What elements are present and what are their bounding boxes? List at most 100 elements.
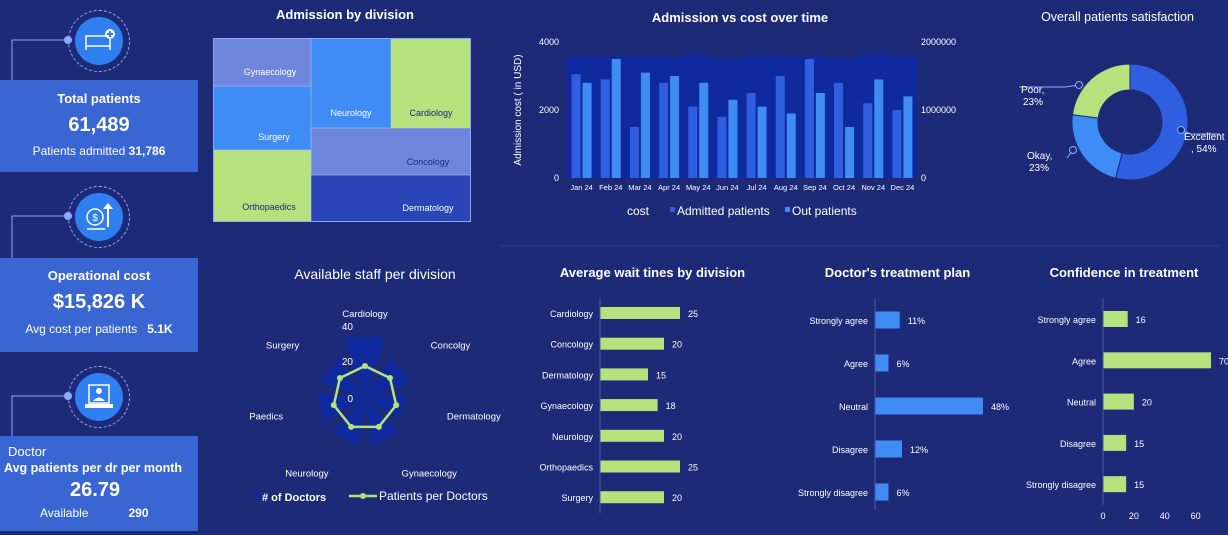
operational-cost-card: Operational cost $15,826 K Avg cost per … xyxy=(0,258,198,352)
kpi-sub-value: 5.1K xyxy=(147,322,173,336)
bar-category: Agree xyxy=(844,359,868,369)
x-tick: Oct 24 xyxy=(833,183,855,192)
radar-category: Cardiology xyxy=(342,309,388,320)
outpatient-bar xyxy=(786,113,796,178)
bar xyxy=(1103,393,1134,410)
treemap-label: Orthopaedics xyxy=(242,202,296,212)
kpi-heading: Doctor xyxy=(8,444,47,459)
x-tick: Nov 24 xyxy=(861,183,885,192)
x-tick: Jan 24 xyxy=(570,183,593,192)
bar-category: Dermatology xyxy=(542,370,594,380)
bar xyxy=(1103,434,1127,451)
outpatient-bar xyxy=(874,79,884,178)
bar-category: Strongly disagree xyxy=(798,488,868,498)
y-tick: 2000 xyxy=(539,105,559,115)
wait-times-chart: Cardiology 25 Concology 20 Dermatology 15 Gyna… xyxy=(539,297,698,513)
bar-value: 11% xyxy=(908,316,925,326)
satisfaction-donut: Poor, 23% Okay, 23% Excellent , 54% xyxy=(1019,63,1225,181)
admitted-bar xyxy=(717,116,727,178)
outpatient-bar xyxy=(815,93,825,178)
radar-category: Concolgy xyxy=(431,341,471,352)
bar xyxy=(600,307,680,319)
kpi-sub-value: 31,786 xyxy=(128,144,166,158)
y2-tick: 1000000 xyxy=(921,105,956,115)
admitted-bar xyxy=(688,106,698,178)
patients-point xyxy=(375,423,382,430)
admitted-bar xyxy=(600,79,610,178)
bar-value: 25 xyxy=(688,309,698,319)
treatment-plan-title: Doctor's treatment plan xyxy=(824,265,971,280)
x-tick: Apr 24 xyxy=(658,183,680,192)
bar-category: Neurology xyxy=(552,432,594,442)
y2-tick: 0 xyxy=(921,173,926,183)
admission-cost-chart: Jan 24 Feb 24 Mar 24 Apr 24 May 24 Jun 24 Jul … xyxy=(513,37,956,218)
x-tick: Dec 24 xyxy=(891,183,915,192)
donut-value: 23% xyxy=(1029,163,1049,174)
y-tick: 0 xyxy=(554,173,559,183)
admitted-bar xyxy=(629,127,639,178)
outpatient-bar xyxy=(728,99,738,178)
patients-point xyxy=(362,363,368,369)
donut-label: Excellent xyxy=(1184,132,1225,143)
kpi-title: Total patients xyxy=(57,91,141,106)
outpatient-bar xyxy=(640,72,650,178)
patients-point xyxy=(387,375,394,382)
y2-tick: 2000000 xyxy=(921,37,956,47)
legend-item: cost xyxy=(627,204,650,218)
section-divider xyxy=(500,245,1220,247)
bar-category: Disagree xyxy=(1060,439,1096,449)
bar-value: 20 xyxy=(672,432,682,442)
bar-category: Gynaecology xyxy=(540,401,593,411)
kpi-value: 26.79 xyxy=(70,479,121,501)
patients-point xyxy=(330,402,337,409)
bar xyxy=(1103,311,1128,327)
bar-category: Strongly disagree xyxy=(1026,480,1096,490)
bar-value: 15 xyxy=(1134,480,1144,490)
treemap-label: Dermatology xyxy=(402,203,454,213)
bar-value: 25 xyxy=(688,463,698,473)
outpatient-bar xyxy=(845,127,855,178)
cost-area xyxy=(567,53,917,178)
radar-category: Paedics xyxy=(249,412,283,423)
treemap-label: Surgery xyxy=(258,132,290,142)
treemap-cell-gynaecology xyxy=(214,39,311,86)
bar xyxy=(875,311,900,329)
treemap-cell-orthopaedics xyxy=(214,150,311,221)
bar xyxy=(875,397,983,415)
x-tick: 60 xyxy=(1191,511,1201,521)
treemap-label: Neurology xyxy=(330,108,372,118)
total-patients-card: Total patients 61,489 Patients admitted … xyxy=(0,80,198,172)
bar-value: 6% xyxy=(897,359,910,369)
bar-value: 15 xyxy=(1134,439,1144,449)
admitted-bar xyxy=(746,93,756,178)
x-tick: 0 xyxy=(1100,511,1105,521)
bar-value: 6% xyxy=(897,488,910,498)
bar-category: Disagree xyxy=(832,445,868,455)
bar xyxy=(600,429,664,442)
bar-value: 48% xyxy=(991,402,1009,412)
radar-legend: # of Doctors Patients per Doctors xyxy=(253,489,488,504)
outpatient-bar xyxy=(903,96,913,178)
admitted-bar xyxy=(863,103,873,178)
legend-item: Patients per Doctors xyxy=(379,489,488,503)
kpi-sub-label: Avg cost per patients xyxy=(25,322,138,336)
radar-category: Surgery xyxy=(266,341,300,352)
donut-slice xyxy=(1114,63,1189,181)
kpi-title: Operational cost xyxy=(47,268,151,283)
treemap-cell-concology xyxy=(311,128,470,175)
bar-category: Concology xyxy=(550,340,593,350)
kpi-value: $15,826 K xyxy=(52,291,146,313)
confidence-title: Confidence in treatment xyxy=(1049,265,1199,280)
bar-value: 18 xyxy=(666,401,676,411)
hospital-bed-icon-wrap xyxy=(68,10,130,72)
outpatient-bar xyxy=(757,106,767,178)
bar xyxy=(1103,476,1127,493)
kpi-sub-label: Available xyxy=(40,506,89,520)
staff-radar-chart: Cardiology Concolgy Dermatology Gynaecology… xyxy=(249,309,501,504)
x-tick: 20 xyxy=(1129,511,1139,521)
doctor-laptop-icon xyxy=(75,373,123,421)
x-tick: Jun 24 xyxy=(716,183,739,192)
doctor-card: Doctor Avg patients per dr per month 26.… xyxy=(0,436,198,531)
kpi-title: Avg patients per dr per month xyxy=(4,461,183,475)
admitted-bar xyxy=(892,110,902,178)
